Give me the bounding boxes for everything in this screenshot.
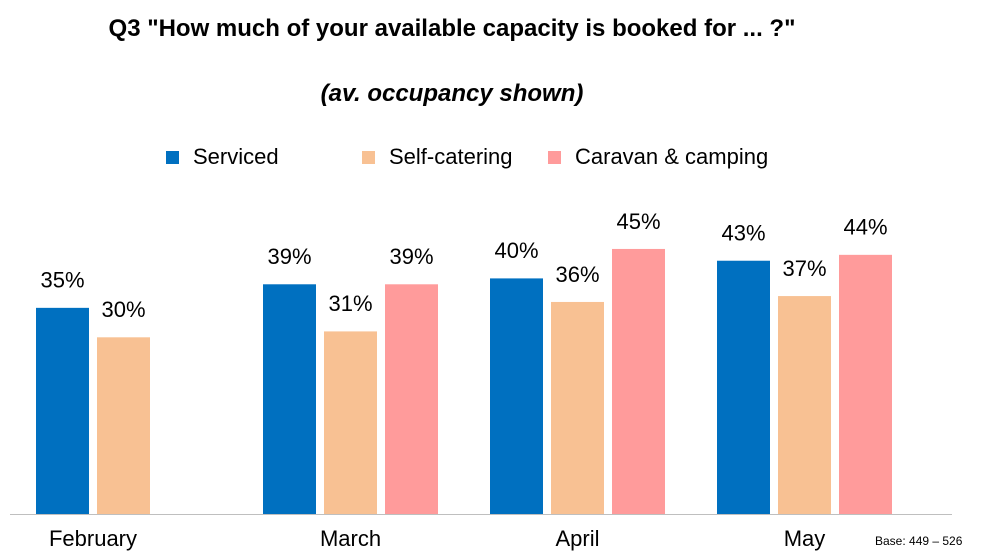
value-label: 39% bbox=[389, 244, 433, 269]
bar bbox=[778, 296, 831, 514]
annotation: Base: 449 – 526 bbox=[875, 534, 963, 548]
bar bbox=[324, 331, 377, 514]
x-tick-label: April bbox=[555, 526, 599, 551]
bar bbox=[385, 284, 438, 514]
bar bbox=[36, 307, 89, 514]
legend-label: Caravan & camping bbox=[575, 144, 768, 169]
value-label: 31% bbox=[328, 291, 372, 316]
bar bbox=[263, 284, 316, 514]
bar bbox=[490, 278, 543, 514]
x-tick-label: March bbox=[320, 526, 381, 551]
bar bbox=[97, 337, 150, 514]
legend-label: Serviced bbox=[193, 144, 279, 169]
value-label: 43% bbox=[721, 221, 765, 246]
bar bbox=[839, 254, 892, 514]
value-label: 30% bbox=[101, 297, 145, 322]
bar bbox=[612, 248, 665, 514]
legend-label: Self-catering bbox=[389, 144, 513, 169]
legend-swatch bbox=[548, 151, 561, 164]
value-label: 44% bbox=[843, 215, 887, 240]
x-tick-label: May bbox=[784, 526, 826, 551]
x-tick-label: February bbox=[49, 526, 137, 551]
value-label: 37% bbox=[782, 256, 826, 281]
value-label: 45% bbox=[616, 209, 660, 234]
chart-title: Q3 "How much of your available capacity … bbox=[108, 15, 796, 42]
legend-swatch bbox=[362, 151, 375, 164]
chart-subtitle: (av. occupancy shown) bbox=[320, 80, 584, 107]
value-label: 35% bbox=[40, 268, 84, 293]
bar bbox=[717, 260, 770, 514]
bar bbox=[551, 301, 604, 514]
legend-swatch bbox=[166, 151, 179, 164]
value-label: 40% bbox=[494, 238, 538, 263]
value-label: 39% bbox=[267, 244, 311, 269]
value-label: 36% bbox=[555, 262, 599, 287]
